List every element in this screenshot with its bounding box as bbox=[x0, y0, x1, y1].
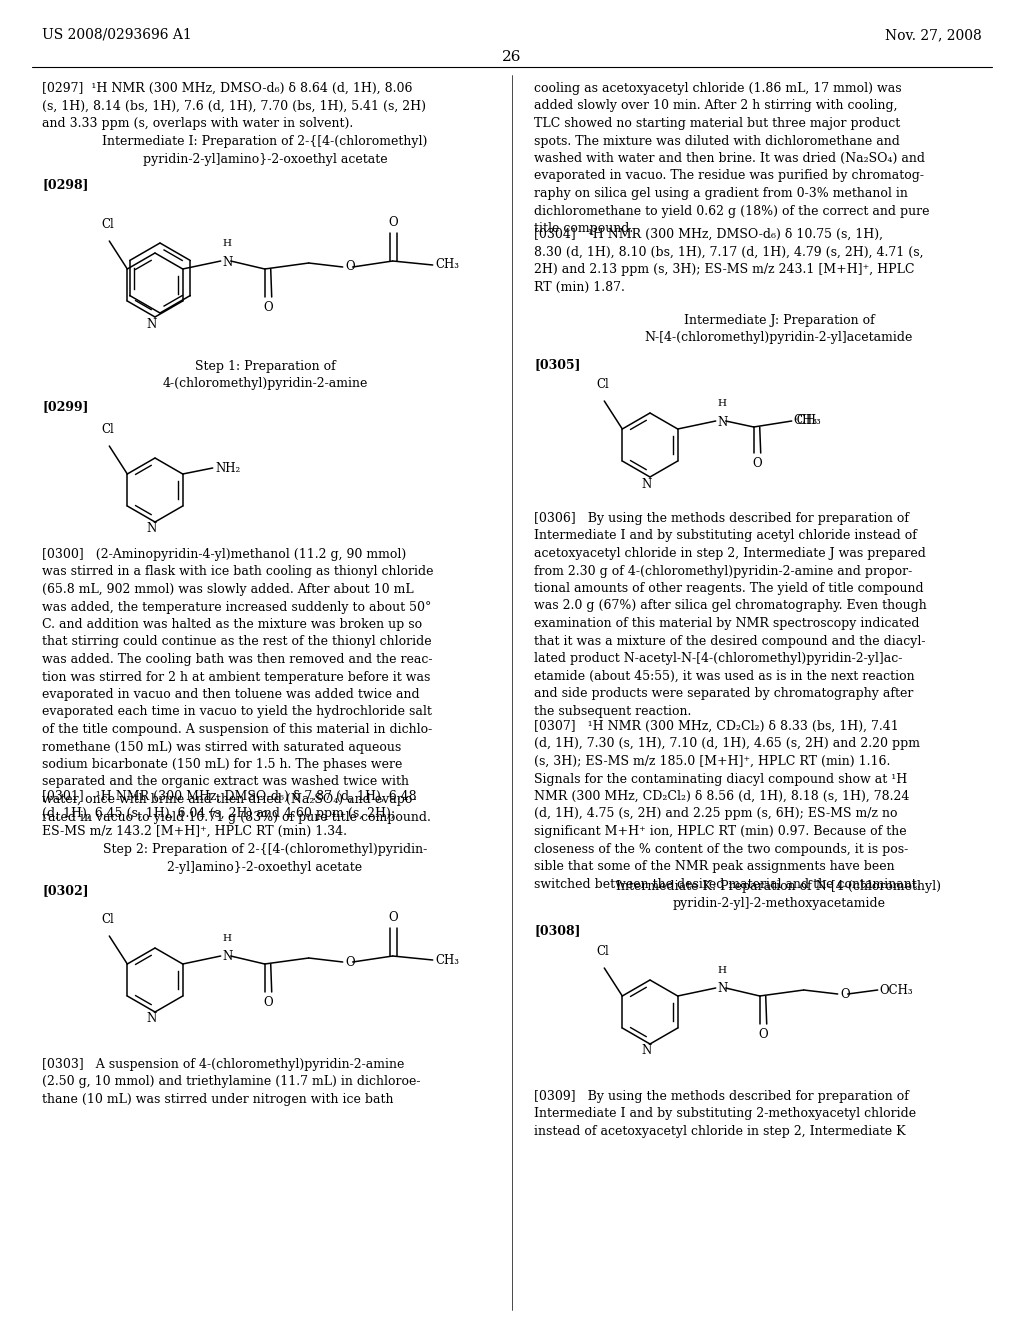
Text: ·CH₃: ·CH₃ bbox=[794, 414, 821, 428]
Text: H: H bbox=[718, 966, 727, 975]
Text: N: N bbox=[718, 982, 728, 995]
Text: [0302]: [0302] bbox=[42, 884, 89, 898]
Text: Step 1: Preparation of
4-(chloromethyl)pyridin-2-amine: Step 1: Preparation of 4-(chloromethyl)p… bbox=[163, 360, 368, 391]
Text: Cl: Cl bbox=[101, 218, 114, 231]
Text: [0301]   ¹H NMR (300 MHz, DMSO-d₆) δ 7.87 (d, 1H), 6.48
(d, 1H), 6.45 (s, 1H), 6: [0301] ¹H NMR (300 MHz, DMSO-d₆) δ 7.87 … bbox=[42, 789, 417, 838]
Text: O: O bbox=[263, 301, 272, 314]
Text: [0297]  ¹H NMR (300 MHz, DMSO-d₆) δ 8.64 (d, 1H), 8.06
(s, 1H), 8.14 (bs, 1H), 7: [0297] ¹H NMR (300 MHz, DMSO-d₆) δ 8.64 … bbox=[42, 82, 426, 129]
Text: [0309]   By using the methods described for preparation of
Intermediate I and by: [0309] By using the methods described fo… bbox=[534, 1090, 916, 1138]
Text: OCH₃: OCH₃ bbox=[880, 983, 913, 997]
Text: O: O bbox=[346, 956, 355, 969]
Text: O: O bbox=[841, 987, 850, 1001]
Text: Cl: Cl bbox=[101, 422, 114, 436]
Text: Intermediate J: Preparation of
N-[4-(chloromethyl)pyridin-2-yl]acetamide: Intermediate J: Preparation of N-[4-(chl… bbox=[645, 314, 913, 345]
Text: [0298]: [0298] bbox=[42, 178, 88, 191]
Text: H: H bbox=[718, 399, 727, 408]
Text: N: N bbox=[642, 1044, 652, 1057]
Text: O: O bbox=[263, 997, 272, 1008]
Text: [0306]   By using the methods described for preparation of
Intermediate I and by: [0306] By using the methods described fo… bbox=[534, 512, 927, 718]
Text: O: O bbox=[758, 1028, 768, 1041]
Text: NH₂: NH₂ bbox=[216, 462, 241, 474]
Text: H: H bbox=[222, 935, 231, 942]
Text: O: O bbox=[752, 457, 762, 470]
Text: [0299]: [0299] bbox=[42, 400, 88, 413]
Text: O: O bbox=[388, 216, 397, 228]
Text: N: N bbox=[718, 416, 728, 429]
Text: [0305]: [0305] bbox=[534, 358, 581, 371]
Text: Cl: Cl bbox=[596, 378, 608, 391]
Text: Cl: Cl bbox=[596, 945, 608, 958]
Text: CH₃: CH₃ bbox=[436, 953, 460, 966]
Text: O: O bbox=[346, 260, 355, 273]
Text: [0304]   ¹H NMR (300 MHz, DMSO-d₆) δ 10.75 (s, 1H),
8.30 (d, 1H), 8.10 (bs, 1H),: [0304] ¹H NMR (300 MHz, DMSO-d₆) δ 10.75… bbox=[534, 228, 924, 293]
Text: CH₃: CH₃ bbox=[794, 414, 818, 428]
Text: O: O bbox=[388, 911, 397, 924]
Text: [0300]   (2-Aminopyridin-4-yl)methanol (11.2 g, 90 mmol)
was stirred in a flask : [0300] (2-Aminopyridin-4-yl)methanol (11… bbox=[42, 548, 433, 824]
Text: N: N bbox=[146, 318, 157, 330]
Text: Intermediate I: Preparation of 2-{[4-(chloromethyl)
pyridin-2-yl]amino}-2-oxoeth: Intermediate I: Preparation of 2-{[4-(ch… bbox=[102, 135, 428, 165]
Text: 26: 26 bbox=[502, 50, 522, 63]
Text: CH₃: CH₃ bbox=[436, 259, 460, 272]
Text: [0303]   A suspension of 4-(chloromethyl)pyridin-2-amine
(2.50 g, 10 mmol) and t: [0303] A suspension of 4-(chloromethyl)p… bbox=[42, 1059, 421, 1106]
Text: Step 2: Preparation of 2-{[4-(chloromethyl)pyridin-
2-yl]amino}-2-oxoethyl aceta: Step 2: Preparation of 2-{[4-(chlorometh… bbox=[102, 843, 427, 874]
Text: H: H bbox=[222, 239, 231, 248]
Text: N: N bbox=[222, 256, 233, 268]
Text: N: N bbox=[146, 523, 157, 536]
Text: US 2008/0293696 A1: US 2008/0293696 A1 bbox=[42, 28, 191, 42]
Text: [0307]   ¹H NMR (300 MHz, CD₂Cl₂) δ 8.33 (bs, 1H), 7.41
(d, 1H), 7.30 (s, 1H), 7: [0307] ¹H NMR (300 MHz, CD₂Cl₂) δ 8.33 (… bbox=[534, 719, 921, 891]
Text: N: N bbox=[146, 1012, 157, 1026]
Text: cooling as acetoxyacetyl chloride (1.86 mL, 17 mmol) was
added slowly over 10 mi: cooling as acetoxyacetyl chloride (1.86 … bbox=[534, 82, 930, 235]
Text: N: N bbox=[642, 478, 652, 491]
Text: Nov. 27, 2008: Nov. 27, 2008 bbox=[886, 28, 982, 42]
Text: Cl: Cl bbox=[101, 913, 114, 927]
Text: N: N bbox=[222, 950, 233, 964]
Text: [0308]: [0308] bbox=[534, 924, 581, 937]
Text: Intermediate K: Preparation of N-[4-(chloromethyl)
pyridin-2-yl]-2-methoxyacetam: Intermediate K: Preparation of N-[4-(chl… bbox=[616, 880, 941, 911]
